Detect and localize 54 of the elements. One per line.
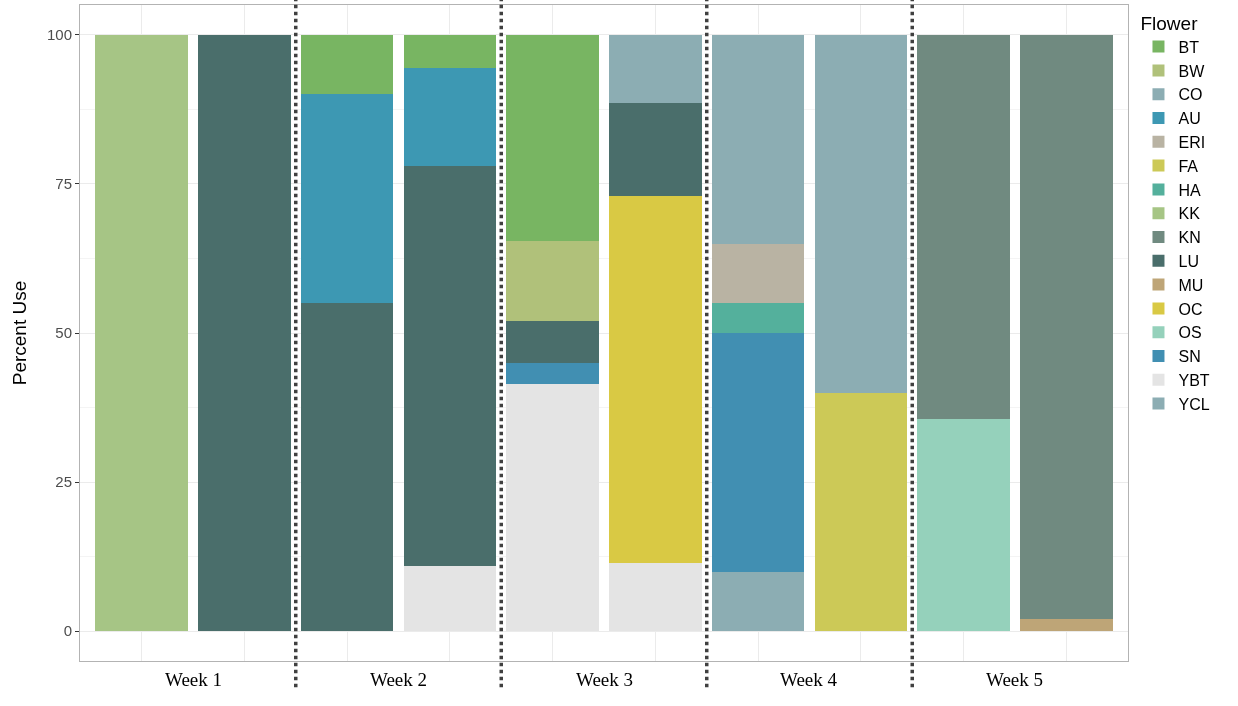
- bar: [403, 67, 497, 167]
- bar: [300, 94, 394, 304]
- legend-label: HA: [1178, 181, 1202, 199]
- bar: [95, 34, 188, 632]
- bar: [506, 34, 599, 241]
- legend-label: YBT: [1178, 372, 1210, 390]
- bar: [506, 240, 599, 322]
- legend-label: FA: [1178, 157, 1199, 175]
- bar: [1020, 34, 1113, 620]
- legend-title: Flower: [1140, 12, 1199, 34]
- legend-label: KN: [1178, 229, 1201, 247]
- text: Week 1: [165, 669, 223, 690]
- text: Week 5: [986, 669, 1044, 690]
- bar: [609, 34, 702, 104]
- bar: [300, 303, 394, 632]
- bar: [403, 166, 497, 566]
- y-tick-label: 75: [55, 175, 72, 193]
- legend-label: BT: [1178, 38, 1200, 56]
- legend-label: ERI: [1178, 134, 1206, 152]
- bar: [1020, 619, 1113, 632]
- legend-label: LU: [1178, 253, 1199, 271]
- bar: [711, 34, 805, 244]
- legend-label: OS: [1178, 324, 1202, 342]
- bar: [711, 333, 805, 572]
- legend-label: OC: [1178, 300, 1203, 318]
- bar: [300, 34, 394, 95]
- bar: [814, 392, 908, 632]
- y-tick-label: 50: [55, 324, 72, 342]
- text: Week 2: [370, 669, 428, 690]
- bar: [711, 243, 805, 304]
- bar: [814, 34, 908, 393]
- bar: [506, 362, 599, 384]
- text: Week 3: [576, 669, 634, 690]
- bar: [198, 34, 291, 632]
- legend-label: YCL: [1178, 395, 1210, 413]
- legend-label: AU: [1178, 110, 1201, 128]
- y-axis-title: Percent Use: [8, 280, 30, 386]
- bar: [506, 321, 599, 363]
- bar: [609, 195, 702, 563]
- legend-label: CO: [1178, 86, 1203, 104]
- legend-label: SN: [1178, 348, 1201, 366]
- bar: [917, 34, 1010, 420]
- y-tick-label: 0: [63, 622, 72, 640]
- y-tick-label: 100: [46, 26, 72, 44]
- bar: [609, 103, 702, 196]
- bar: [711, 571, 805, 632]
- legend-label: MU: [1178, 276, 1204, 294]
- y-tick-label: 25: [55, 473, 72, 491]
- bar: [917, 419, 1010, 632]
- legend-label: BW: [1178, 62, 1206, 80]
- text: Week 4: [780, 669, 838, 690]
- legend-label: KK: [1178, 205, 1201, 223]
- bar: [403, 34, 497, 68]
- bar: [711, 303, 805, 333]
